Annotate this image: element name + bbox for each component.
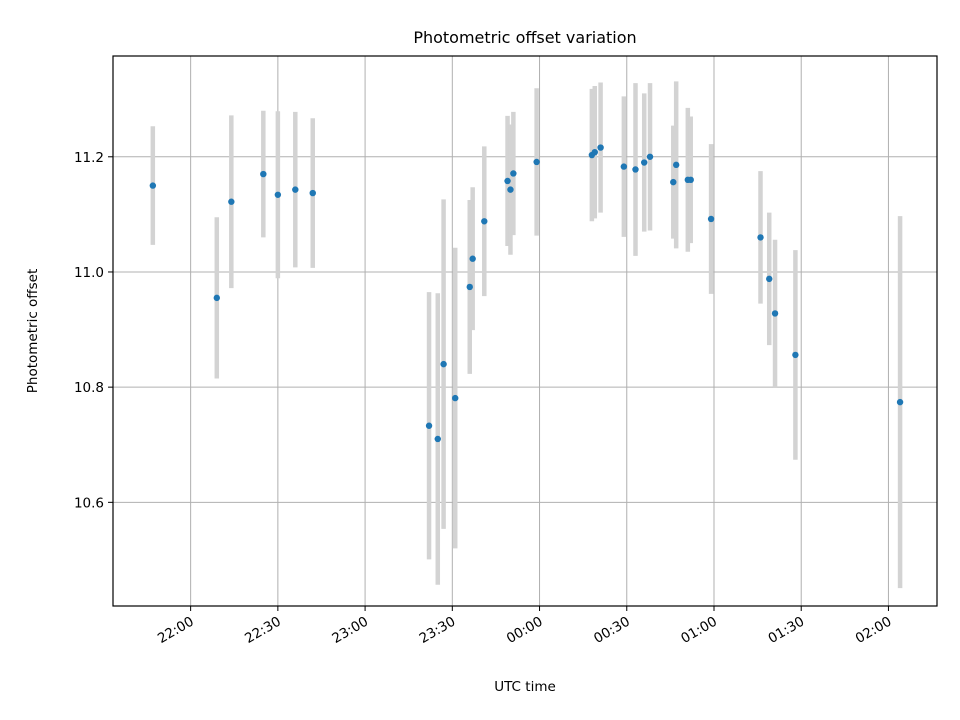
data-point [469, 255, 476, 262]
data-point [641, 159, 648, 166]
data-point [466, 283, 473, 291]
data-point [274, 191, 282, 198]
data-point [766, 275, 773, 283]
data-point [670, 178, 677, 186]
data-point [434, 435, 441, 443]
point-layer [149, 144, 904, 443]
data-point [504, 177, 511, 185]
data-point [597, 144, 604, 151]
chart-title: Photometric offset variation [413, 28, 636, 47]
data-point [228, 198, 235, 205]
data-point [771, 310, 779, 317]
data-point [213, 294, 220, 302]
data-point [757, 234, 764, 241]
y-tick-label: 11.2 [74, 150, 104, 166]
data-point [533, 158, 540, 166]
data-point [452, 394, 459, 402]
data-point [672, 161, 680, 169]
data-point [591, 148, 598, 156]
data-point [292, 186, 299, 193]
data-point [309, 189, 316, 197]
data-point [632, 166, 639, 173]
grid-layer [113, 56, 937, 606]
data-point [481, 218, 488, 225]
y-axis-label: Photometric offset [25, 269, 41, 393]
data-point [260, 170, 267, 178]
data-point [687, 176, 694, 184]
data-point [507, 186, 514, 193]
data-point [707, 215, 715, 223]
data-point [149, 182, 157, 189]
y-tick-label: 10.8 [74, 380, 104, 396]
data-point [620, 163, 628, 170]
data-point [792, 351, 799, 359]
y-tick-label: 11.0 [74, 265, 104, 281]
data-point [510, 170, 517, 177]
data-point [646, 153, 654, 160]
y-tick-label: 10.6 [74, 495, 104, 511]
data-point [440, 360, 447, 368]
plot-frame [112, 55, 938, 607]
x-axis-label: UTC time [494, 679, 556, 695]
data-point [896, 398, 904, 406]
data-point [425, 422, 433, 429]
